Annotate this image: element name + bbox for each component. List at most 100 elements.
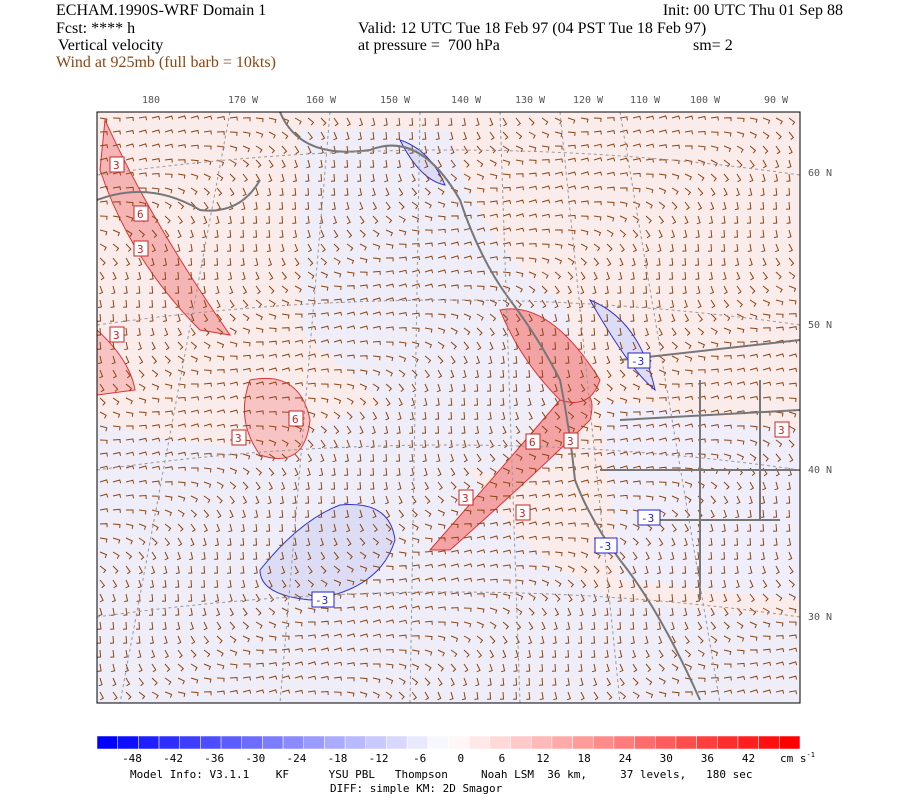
- colorbar-tick-label: -6: [413, 752, 426, 765]
- colorbar-tick-label: 18: [577, 752, 590, 765]
- lon-label: 140 W: [451, 95, 482, 106]
- colorbar-tick-label: 36: [701, 752, 714, 765]
- colorbar-swatch: [448, 735, 470, 750]
- init: Init: 00 UTC Thu 01 Sep 88: [663, 2, 843, 19]
- contour-label: 3: [137, 243, 144, 256]
- model-info: Model Info: V3.1.1 KF YSU PBL Thompson N…: [130, 768, 753, 781]
- field: Vertical velocity: [58, 37, 163, 54]
- units: cm s: [780, 752, 807, 765]
- units-exp: -1: [807, 751, 815, 759]
- colorbar-units: cm s-1: [780, 751, 815, 765]
- colorbar-swatch: [386, 735, 408, 750]
- colorbar-tick-label: 42: [742, 752, 755, 765]
- contour-label: 3: [113, 159, 120, 172]
- contour-label: -3: [631, 355, 644, 368]
- colorbar-swatch: [634, 735, 656, 750]
- lon-label: 100 W: [690, 95, 721, 106]
- contour-label-box: [133, 205, 149, 222]
- colorbar-tick-label: 6: [499, 752, 506, 765]
- contour-label-box: [288, 410, 304, 427]
- wind-barbs: [97, 115, 798, 701]
- title: ECHAM.1990S-WRF Domain 1: [56, 2, 266, 19]
- colorbar-swatch: [572, 735, 594, 750]
- contour-label-box: [637, 509, 661, 526]
- diff-info: DIFF: simple KM: 2D Smagor: [330, 782, 503, 795]
- contour-label: 3: [519, 507, 526, 520]
- colorbar-swatch: [262, 735, 284, 750]
- colorbar-swatch: [179, 735, 201, 750]
- contour-label: -3: [641, 512, 654, 525]
- lon-label: 110 W: [630, 95, 661, 106]
- contour-label-box: [231, 429, 247, 446]
- colorbar-swatch: [696, 735, 718, 750]
- contour-label: 3: [567, 435, 574, 448]
- lon-label: 120 W: [573, 95, 604, 106]
- contour-label-box: [525, 433, 541, 450]
- contour-label: 6: [292, 413, 299, 426]
- contour-label: 3: [462, 492, 469, 505]
- colorbar-swatch: [200, 735, 222, 750]
- colorbar-swatch: [613, 735, 635, 750]
- colorbar-swatch: [758, 735, 780, 750]
- contour-label-box: [109, 326, 125, 343]
- contour-label: -3: [315, 594, 328, 607]
- graticule: [97, 112, 800, 703]
- contour-label-box: [311, 591, 335, 608]
- contour-label-box: [774, 421, 790, 438]
- map-area: 3 6 3 3 6 3 -3 6 3 3 3 -3 -3 3 -3: [97, 112, 800, 703]
- lon-labels: 180 170 W 160 W 150 W 140 W 130 W 120 W 110 W 10…: [142, 95, 789, 106]
- colorbar-swatch: [344, 735, 367, 750]
- colorbar-tick-label: -42: [163, 752, 183, 765]
- fcst: Fcst: **** h: [56, 20, 135, 37]
- colorbar-swatch: [282, 735, 305, 750]
- contour-label: 6: [137, 208, 144, 221]
- barb-field: [97, 115, 798, 701]
- colorbar-tick-label: -30: [245, 752, 265, 765]
- map-frame: [96, 111, 801, 704]
- lat-labels: 60 N 50 N 40 N 30 N: [808, 168, 832, 623]
- colorbar-tick-label: -48: [122, 752, 142, 765]
- colorbar-tick-label: -18: [328, 752, 348, 765]
- colorbar-swatch: [138, 735, 160, 750]
- lon-label: 150 W: [380, 95, 411, 106]
- colorbar-tick-label: 30: [660, 752, 673, 765]
- colorbar-swatch: [551, 735, 573, 750]
- contour-label: 3: [113, 329, 120, 342]
- colorbar-tick-label: -36: [204, 752, 224, 765]
- lat-label: 50 N: [808, 320, 832, 331]
- colorbar-swatch: [510, 735, 532, 750]
- colorbar-swatch: [717, 735, 739, 750]
- contour-label-box: [458, 489, 474, 506]
- colorbar-swatch: [530, 735, 553, 750]
- valid: Valid: 12 UTC Tue 18 Feb 97 (04 PST Tue …: [358, 20, 706, 37]
- lon-label: 160 W: [306, 95, 337, 106]
- colorbar-swatch: [220, 735, 242, 750]
- colorbar-swatch: [779, 735, 801, 750]
- colorbar-swatch: [365, 735, 387, 750]
- colorbar-tick-label: -12: [369, 752, 389, 765]
- colorbar-swatch: [96, 735, 118, 750]
- contour-label: 6: [529, 436, 536, 449]
- colorbar-swatch: [303, 735, 325, 750]
- contour-label-box: [594, 537, 618, 554]
- colorbar-swatch: [737, 735, 759, 750]
- colorbar-swatch: [592, 735, 615, 750]
- lat-label: 60 N: [808, 168, 832, 179]
- contour-label-box: [515, 504, 531, 521]
- contour-label: 3: [235, 432, 242, 445]
- coastlines: [97, 112, 800, 701]
- lon-label: 170 W: [228, 95, 259, 106]
- contour-label: -3: [598, 540, 611, 553]
- colorbar-swatch: [468, 735, 491, 750]
- colorbar-tick-label: -24: [286, 752, 306, 765]
- colorbar-swatch: [241, 735, 263, 750]
- lon-label: 180: [142, 95, 160, 106]
- lon-label: 130 W: [515, 95, 546, 106]
- colorbar-swatch: [675, 735, 697, 750]
- colorbar-swatch: [117, 735, 139, 750]
- wind-note: Wind at 925mb (full barb = 10kts): [56, 54, 276, 71]
- smooth: sm= 2: [693, 37, 733, 54]
- lat-label: 40 N: [808, 465, 832, 476]
- colorbar-swatch: [489, 735, 511, 750]
